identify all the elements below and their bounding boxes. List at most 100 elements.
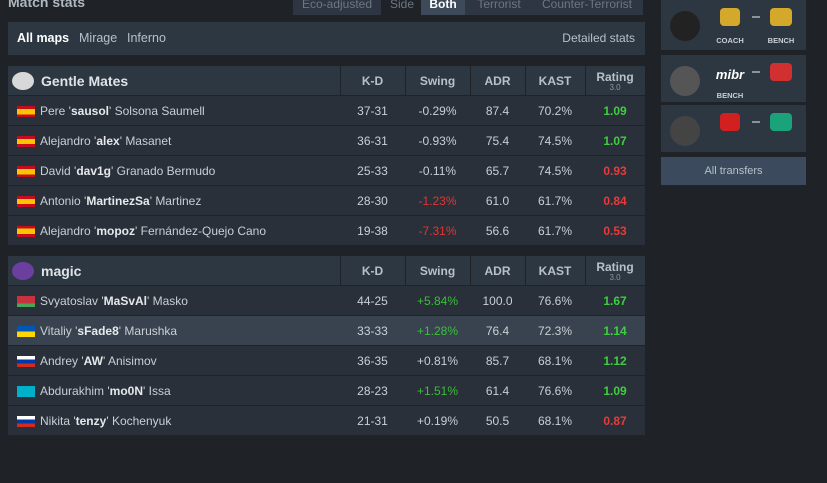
stat-rating: 1.09	[603, 384, 627, 398]
stat-rating: 1.12	[603, 354, 627, 368]
to-logo	[770, 113, 792, 131]
all-transfers[interactable]: All transfers	[661, 157, 806, 185]
stat-adr: 61.4	[485, 384, 510, 398]
to-logo	[770, 63, 792, 81]
name-part: ' Marushka	[118, 324, 178, 338]
name-part: ' Issa	[143, 384, 171, 398]
player-row[interactable]	[8, 186, 645, 216]
player-name[interactable]: Andrey 'AW' Anisimov	[40, 354, 157, 368]
stat-rating: 0.93	[603, 164, 627, 178]
toggle[interactable]: Both	[421, 0, 465, 15]
player-row[interactable]	[8, 96, 645, 126]
name-part: Svyatoslav '	[40, 294, 104, 308]
player-row[interactable]	[8, 316, 645, 346]
player-row[interactable]	[8, 406, 645, 436]
team-logo	[12, 72, 34, 90]
name-part: ' Masko	[147, 294, 188, 308]
player-row[interactable]	[8, 216, 645, 246]
name-part: Nikita '	[40, 414, 76, 428]
player-photo	[670, 66, 700, 96]
column-header: K-D	[361, 264, 384, 278]
stat-kd: 28-30	[357, 194, 388, 208]
name-part: ' Solsona Saumell	[109, 104, 205, 118]
name-part: Pere '	[40, 104, 71, 118]
stat-swing: -0.29%	[418, 104, 457, 118]
column-header: Swing	[419, 264, 456, 278]
nickname: AW	[83, 354, 103, 368]
stat-kd: 36-35	[357, 354, 388, 368]
player-row[interactable]	[8, 286, 645, 316]
nickname: tenzy	[75, 414, 107, 428]
player-name[interactable]: Alejandro 'mopoz' Fernández-Quejo Cano	[40, 224, 266, 238]
map-tab[interactable]: All maps	[17, 31, 70, 45]
column-header: K-D	[361, 74, 384, 88]
player-name[interactable]: Nikita 'tenzy' Kochenyuk	[40, 414, 171, 428]
player-row[interactable]	[8, 126, 645, 156]
player-row[interactable]	[8, 346, 645, 376]
to-logo	[770, 8, 792, 26]
from-logo	[720, 113, 740, 131]
stat-kd: 19-38	[357, 224, 388, 238]
rating-version: 3.0	[609, 273, 621, 282]
stat-kast: 68.1%	[537, 414, 573, 428]
to-label: BENCH	[767, 36, 795, 45]
team-name[interactable]: magic	[41, 263, 82, 279]
player-name[interactable]: Alejandro 'alex' Masanet	[40, 134, 171, 148]
name-part: ' Anisimov	[103, 354, 157, 368]
stat-rating: 1.14	[603, 324, 627, 338]
player-name[interactable]: Pere 'sausol' Solsona Saumell	[40, 104, 205, 118]
nickname: dav1g	[76, 164, 111, 178]
column-header: KAST	[538, 264, 572, 278]
stat-kast: 61.7%	[537, 194, 573, 208]
from-label: COACH	[716, 36, 744, 45]
player-row[interactable]	[8, 156, 645, 186]
stat-kd: 21-31	[357, 414, 388, 428]
stat-kd: 25-33	[357, 164, 388, 178]
nickname: mo0N	[109, 384, 143, 398]
toggle[interactable]: Eco-adjusted	[293, 0, 381, 15]
player-row[interactable]	[8, 376, 645, 406]
stat-rating: 1.07	[603, 134, 627, 148]
name-part: Antonio '	[40, 194, 87, 208]
map-tab[interactable]: Mirage	[79, 31, 118, 45]
nickname: mopoz	[96, 224, 135, 238]
stat-kast: 61.7%	[537, 224, 573, 238]
toggle: Side	[389, 0, 415, 11]
player-name[interactable]: Abdurakhim 'mo0N' Issa	[40, 384, 171, 398]
flag	[17, 296, 35, 307]
stat-swing: -1.23%	[418, 194, 457, 208]
stat-swing: +1.51%	[416, 384, 459, 398]
player-name[interactable]: Svyatoslav 'MaSvAl' Masko	[40, 294, 188, 308]
player-name[interactable]: Vitaliy 'sFade8' Marushka	[40, 324, 177, 338]
stat-kast: 72.3%	[537, 324, 573, 338]
from-logo: mibr	[715, 67, 745, 82]
stat-adr: 56.6	[485, 224, 510, 238]
nickname: MaSvAl	[103, 294, 148, 308]
flag	[17, 356, 35, 367]
flag	[17, 106, 35, 117]
flag	[17, 386, 35, 397]
stat-adr: 85.7	[485, 354, 510, 368]
stat-kast: 76.6%	[537, 294, 573, 308]
detailed-link[interactable]: Detailed stats	[562, 31, 635, 45]
map-tab[interactable]: Inferno	[127, 31, 166, 45]
name-part: Andrey '	[40, 354, 84, 368]
arrow	[752, 121, 760, 123]
player-photo	[670, 11, 700, 41]
team-logo	[12, 262, 34, 280]
toggle[interactable]: Terrorist	[465, 0, 533, 15]
player-name[interactable]: David 'dav1g' Granado Bermudo	[40, 164, 215, 178]
stat-swing: +5.84%	[416, 294, 459, 308]
name-part: ' Martinez	[149, 194, 202, 208]
toggle[interactable]: Counter-Terrorist	[531, 0, 643, 15]
from-logo	[720, 8, 740, 26]
team-name[interactable]: Gentle Mates	[41, 73, 129, 89]
nickname: sFade8	[77, 324, 119, 338]
stat-kd: 37-31	[357, 104, 388, 118]
stat-swing: -7.31%	[418, 224, 457, 238]
stat-kast: 76.6%	[537, 384, 573, 398]
stat-kd: 44-25	[357, 294, 388, 308]
player-name[interactable]: Antonio 'MartinezSa' Martinez	[40, 194, 201, 208]
stat-rating: 0.87	[603, 414, 627, 428]
column-header: Swing	[419, 74, 456, 88]
